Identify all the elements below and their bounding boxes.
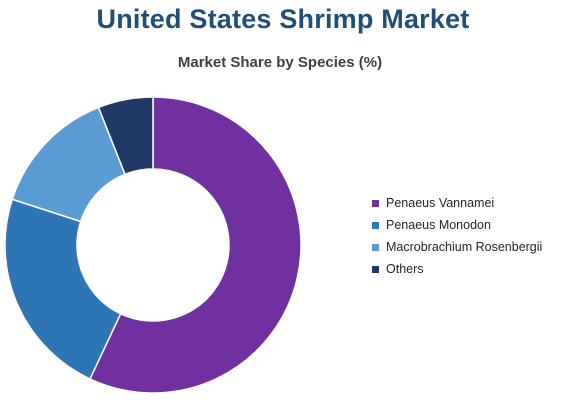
legend-swatch-icon	[372, 243, 379, 251]
legend-item-penaeus-monodon: Penaeus Monodon	[372, 214, 542, 236]
donut-slice-others	[97, 96, 154, 176]
chart-subtitle: Market Share by Species (%)	[177, 54, 383, 71]
legend-label: Others	[386, 262, 424, 276]
legend-item-macrobrachium-rosenbergii: Macrobrachium Rosenbergii	[372, 236, 542, 258]
legend-label: Macrobrachium Rosenbergii	[386, 240, 543, 254]
legend-item-others: Others	[372, 258, 542, 280]
legend-swatch-icon	[372, 265, 379, 273]
chart-title: United States Shrimp Market	[96, 4, 470, 34]
legend-label: Penaeus Monodon	[386, 218, 491, 232]
legend-swatch-icon	[372, 199, 379, 207]
donut-chart	[4, 96, 302, 394]
chart-legend: Penaeus Vannamei Penaeus Monodon Macrobr…	[372, 192, 542, 280]
donut-slice-penaeus-monodon	[4, 198, 122, 380]
legend-item-penaeus-vannamei: Penaeus Vannamei	[372, 192, 542, 214]
legend-swatch-icon	[372, 221, 379, 229]
donut-slice-penaeus-vannamei	[88, 96, 302, 394]
legend-label: Penaeus Vannamei	[386, 196, 495, 210]
